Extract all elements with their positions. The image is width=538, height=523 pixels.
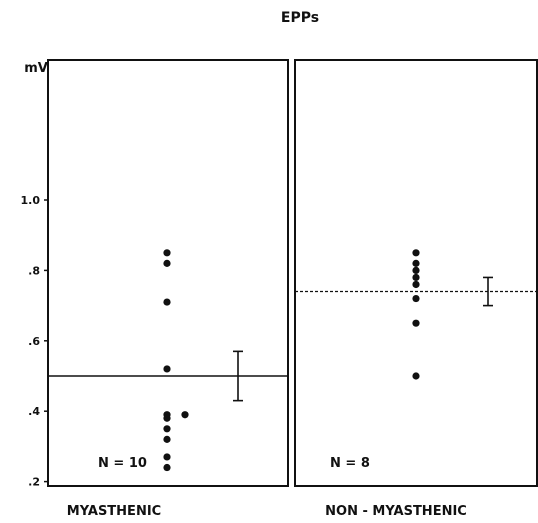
left-panel-frame <box>47 59 289 487</box>
chart-title: EPPs <box>281 10 319 26</box>
data-point <box>181 411 189 419</box>
y-axis-label: mV <box>24 61 48 76</box>
data-point <box>412 294 420 303</box>
data-point <box>163 453 171 461</box>
data-point <box>412 319 420 327</box>
data-point <box>412 266 420 274</box>
data-point <box>163 463 171 472</box>
data-point <box>163 249 171 257</box>
n-label: N = 8 <box>330 456 370 471</box>
y-tick-label: 1.0 <box>21 194 41 207</box>
y-axis: .2 .4 .6 .8 1.0 <box>21 194 48 489</box>
panel: N = 10 MYASTHENIC <box>48 249 288 519</box>
category-label: NON - MYASTHENIC <box>325 504 467 519</box>
panels: N = 10 MYASTHENIC N = 8 NON - MYASTHENIC <box>48 249 537 519</box>
data-point <box>163 425 171 433</box>
data-point <box>163 435 171 443</box>
data-point <box>412 280 420 289</box>
data-point <box>412 273 420 282</box>
data-point <box>412 249 420 257</box>
data-point <box>163 298 171 306</box>
n-label: N = 10 <box>98 456 147 471</box>
y-tick-label: .8 <box>28 264 40 277</box>
category-label: MYASTHENIC <box>67 504 161 519</box>
y-tick-label: .2 <box>28 476 40 489</box>
y-tick-label: .4 <box>28 405 40 418</box>
right-panel-frame <box>294 59 538 487</box>
y-tick-label: .6 <box>28 335 40 348</box>
data-point <box>163 259 171 267</box>
data-point <box>163 365 171 373</box>
data-point <box>412 259 420 267</box>
panel: N = 8 NON - MYASTHENIC <box>295 249 537 519</box>
data-point <box>163 414 171 422</box>
data-point <box>412 372 420 380</box>
